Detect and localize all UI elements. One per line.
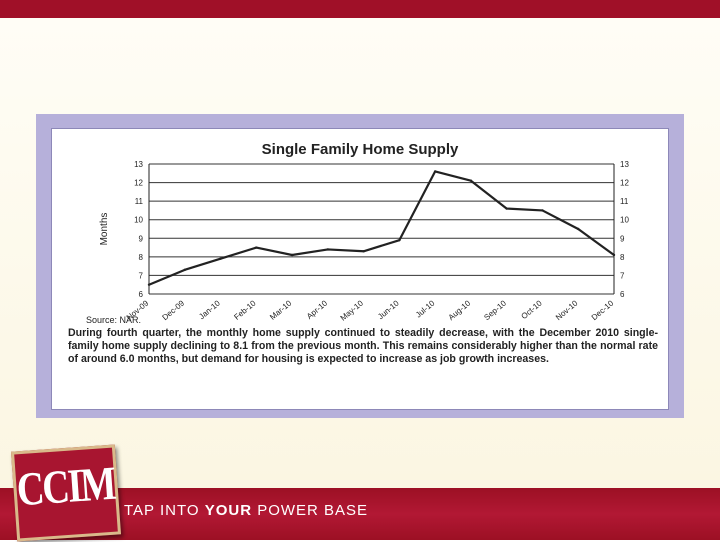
footer-tagline: TAP INTO YOUR POWER BASE xyxy=(124,502,368,519)
data-point xyxy=(433,170,437,173)
x-tick-label: Apr-10 xyxy=(305,298,330,321)
x-tick-label: May-10 xyxy=(339,298,366,322)
tagline-emphasis: YOUR xyxy=(204,502,253,519)
data-point xyxy=(469,179,473,182)
x-tick-label: Nov-10 xyxy=(554,298,580,322)
y-tick-label-left: 8 xyxy=(139,253,144,262)
x-tick-label: Jun-10 xyxy=(376,298,401,321)
chart-figure: Single Family Home Supply 6 6 7 7 8 8 9 9 10 10 11… xyxy=(51,128,669,410)
data-point xyxy=(290,253,294,257)
y-tick-label-left: 6 xyxy=(139,290,144,299)
y-tick-label-left: 12 xyxy=(134,179,143,188)
data-point xyxy=(612,253,616,257)
chart-title: Single Family Home Supply xyxy=(261,141,459,158)
ccim-logo: CCIM xyxy=(10,444,122,542)
y-tick-label-left: 9 xyxy=(139,234,144,243)
chart-source: Source: NAR. xyxy=(86,315,142,325)
x-tick-label: Jul-10 xyxy=(414,298,437,319)
data-point xyxy=(541,209,544,212)
data-point xyxy=(398,238,401,242)
y-tick-label-left: 11 xyxy=(135,197,144,206)
x-tick-label: Sep-10 xyxy=(482,298,508,322)
y-tick-label-right: 7 xyxy=(620,271,625,280)
data-point xyxy=(505,207,508,210)
x-tick-label: Dec-10 xyxy=(590,298,616,322)
data-point xyxy=(326,248,330,251)
data-point xyxy=(183,268,186,272)
y-tick-label-right: 12 xyxy=(620,179,629,188)
y-tick-label-right: 10 xyxy=(620,216,629,225)
chart-caption: During fourth quarter, the monthly home … xyxy=(68,327,658,365)
x-tick-label: Aug-10 xyxy=(447,298,473,322)
tagline-suffix: POWER BASE xyxy=(252,502,369,519)
x-tick-label: Oct-10 xyxy=(520,298,545,321)
x-tick-label: Dec-09 xyxy=(161,298,187,322)
tagline-prefix: TAP INTO xyxy=(124,502,205,519)
x-tick-label: Feb-10 xyxy=(232,298,258,322)
x-tick-label: Jan-10 xyxy=(197,298,222,321)
y-tick-label-right: 11 xyxy=(620,197,629,206)
y-tick-label-left: 7 xyxy=(139,271,144,280)
y-tick-label-right: 13 xyxy=(620,160,629,169)
x-tick-label: Mar-10 xyxy=(268,298,294,322)
data-point xyxy=(147,283,151,286)
y-axis-label: Months xyxy=(99,213,110,246)
data-point xyxy=(362,250,365,253)
y-tick-label-right: 9 xyxy=(620,234,625,243)
logo-text: CCIM xyxy=(15,457,117,517)
data-point xyxy=(255,246,258,249)
y-tick-label-left: 10 xyxy=(134,216,143,225)
data-point xyxy=(577,227,580,231)
data-point xyxy=(219,257,222,260)
top-accent-bar xyxy=(0,0,720,18)
y-tick-label-right: 6 xyxy=(620,290,625,299)
y-tick-label-left: 13 xyxy=(134,160,143,169)
y-tick-label-right: 8 xyxy=(620,253,625,262)
series-line xyxy=(148,170,615,286)
